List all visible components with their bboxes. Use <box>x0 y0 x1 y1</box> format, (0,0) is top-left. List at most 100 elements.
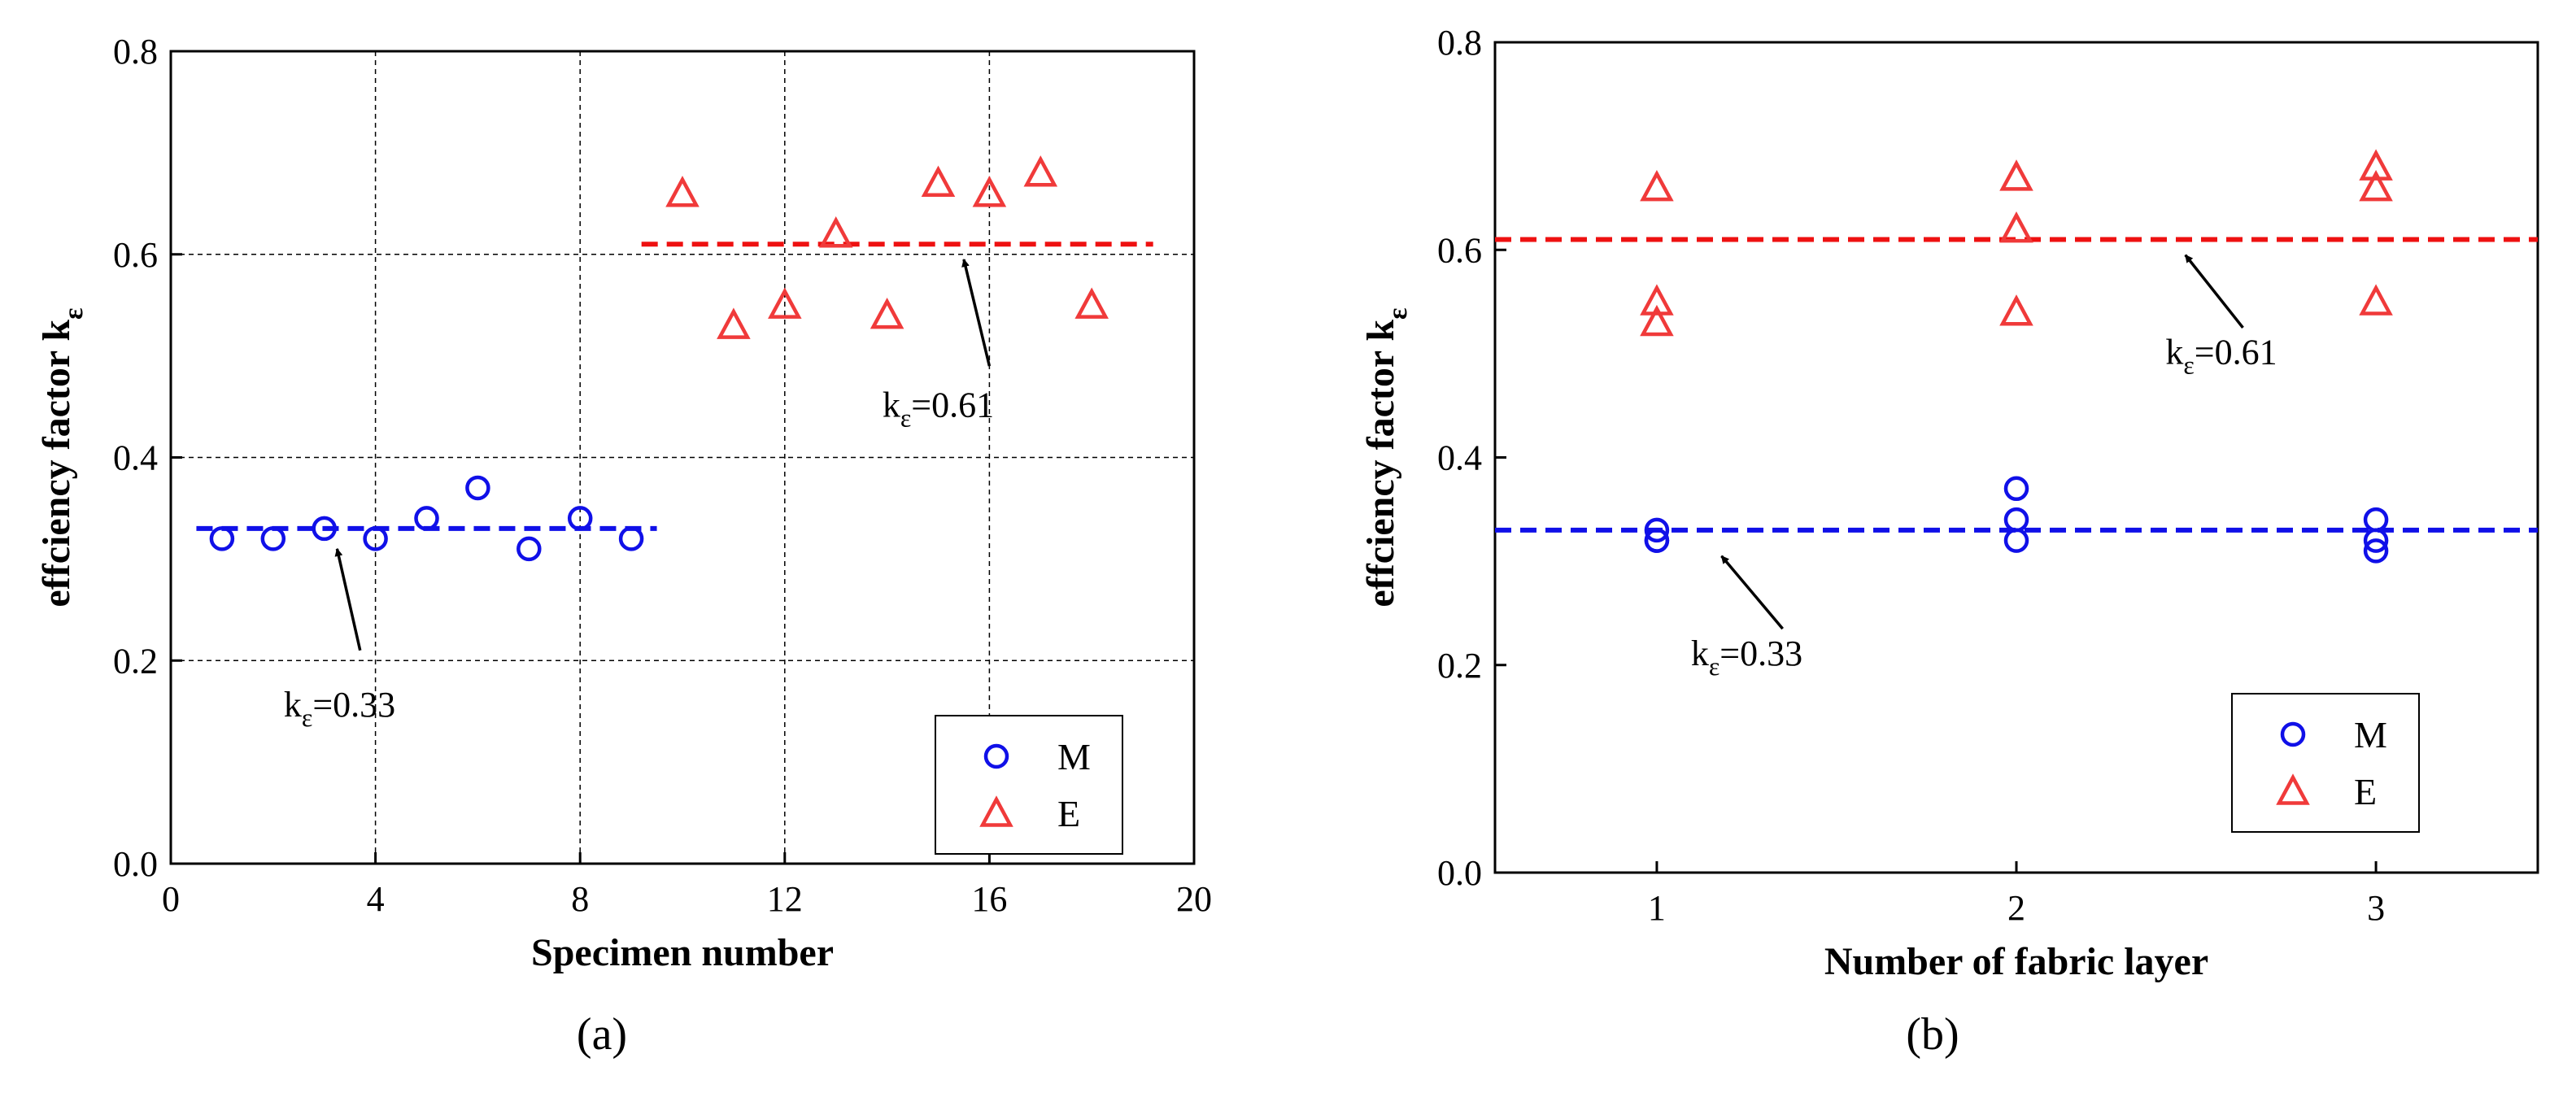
y-axis-title-subscript: ε <box>1383 307 1413 320</box>
data-point-M <box>517 536 542 562</box>
annotation-subscript: ε <box>302 703 312 732</box>
y-tick-label: 0.2 <box>113 641 158 681</box>
annotation-arrow <box>334 547 362 651</box>
y-tick-label: 0.0 <box>1437 853 1482 893</box>
legend-label-E: E <box>2354 771 2377 812</box>
data-point-E <box>2359 284 2393 316</box>
y-axis-title-main: effciency factor k <box>35 320 78 607</box>
data-point-E <box>717 307 751 339</box>
data-point-M <box>260 526 286 551</box>
y-axis-title-group: effciency factor kε <box>1359 307 1413 607</box>
data-point-E <box>1074 287 1109 319</box>
y-axis-title: effciency factor kε <box>35 307 89 607</box>
x-tick-label: 4 <box>367 879 385 919</box>
data-point-E <box>1999 211 2033 243</box>
annotation-label: kε=0.61 <box>883 385 994 433</box>
data-point-E <box>972 176 1007 207</box>
data-point-E <box>1640 284 1674 316</box>
y-tick-label: 0.6 <box>1437 230 1482 270</box>
panel-label: (a) <box>577 1009 627 1060</box>
legend-label-M: M <box>1057 736 1091 777</box>
annotation-value: =0.33 <box>1720 634 1802 673</box>
data-point-E <box>2359 149 2393 181</box>
annotation-arrow <box>961 259 992 367</box>
panel-label: (b) <box>1906 1009 1959 1060</box>
legend-marker-M <box>983 743 1009 769</box>
data-point-E <box>921 165 956 198</box>
data-point-E <box>870 297 904 329</box>
y-axis-title-main: effciency factor k <box>1359 320 1402 607</box>
data-point-E <box>1023 155 1058 187</box>
annotation-main: k <box>2165 333 2183 372</box>
y-tick-label: 0.4 <box>113 438 158 478</box>
y-axis-title-group: effciency factor kε <box>35 307 89 607</box>
data-point-M <box>414 506 439 531</box>
annotation-main: k <box>1691 634 1709 673</box>
x-tick-label: 2 <box>2007 888 2025 928</box>
legend-box <box>2231 693 2420 833</box>
legend-label-M: M <box>2354 714 2387 755</box>
chart-panel-b: 1 2 3 0.0 0.2 0.4 0.6 0.8 Number of fabric layer… <box>1359 23 2539 1060</box>
y-axis-title: effciency factor kε <box>1359 307 1413 607</box>
data-point-E <box>665 176 700 207</box>
annotation-subscript: ε <box>1709 651 1720 681</box>
legend: ME <box>935 715 1123 855</box>
legend: ME <box>2231 693 2420 833</box>
data-point-E <box>1999 159 2033 191</box>
data-point-M <box>567 506 593 531</box>
y-tick-label: 0.6 <box>113 235 158 275</box>
data-point-E <box>818 216 853 248</box>
data-point-M <box>618 526 644 551</box>
data-point-M <box>2003 528 2029 553</box>
annotation-arrow <box>1720 555 1784 630</box>
data-point-E <box>1640 169 1674 202</box>
data-point-M <box>209 526 235 551</box>
x-tick-label: 20 <box>1176 879 1212 919</box>
x-axis-title: Number of fabric layer <box>1824 940 2208 983</box>
annotation-value: =0.61 <box>911 385 994 425</box>
data-point-M <box>2363 528 2389 553</box>
annotation-value: =0.33 <box>312 685 395 725</box>
data-point-M <box>2363 538 2389 564</box>
y-tick-label: 0.0 <box>113 844 158 884</box>
x-tick-label: 8 <box>571 879 589 919</box>
data-point-M <box>2363 507 2389 533</box>
y-axis-title-subscript: ε <box>59 307 89 320</box>
x-tick-label: 1 <box>1648 888 1666 928</box>
data-point-M <box>465 475 490 501</box>
data-point-M <box>1644 517 1670 543</box>
annotation-arrow <box>2184 254 2244 329</box>
data-point-E <box>768 287 802 319</box>
annotation-label: kε=0.33 <box>284 685 395 732</box>
legend-marker-E <box>2276 773 2310 805</box>
chart-panel-a: 0 4 8 12 16 20 0.0 0.2 0.4 0.6 0.8 Specimen number e… <box>35 32 1212 1060</box>
annotation-label: kε=0.33 <box>1691 634 1802 681</box>
y-tick-label: 0.8 <box>113 32 158 72</box>
annotation-value: =0.61 <box>2195 333 2277 372</box>
legend-marker-M <box>2280 721 2306 747</box>
legend-marker-E <box>979 795 1013 827</box>
data-point-M <box>363 526 388 551</box>
x-axis-title: Specimen number <box>531 931 834 974</box>
annotation-main: k <box>883 385 900 425</box>
y-tick-label: 0.4 <box>1437 438 1482 478</box>
data-point-E <box>1999 294 2033 326</box>
annotation-subscript: ε <box>2183 351 2194 380</box>
annotation-subscript: ε <box>900 403 911 433</box>
legend-box <box>935 715 1123 855</box>
annotation-main: k <box>284 685 302 725</box>
x-tick-label: 16 <box>971 879 1007 919</box>
data-point-E <box>1640 304 1674 337</box>
legend-label-E: E <box>1057 793 1080 834</box>
data-point-M <box>1644 528 1670 553</box>
x-tick-label: 0 <box>162 879 180 919</box>
data-point-M <box>2003 507 2029 533</box>
data-point-E <box>2359 169 2393 202</box>
y-tick-label: 0.2 <box>1437 646 1482 686</box>
y-tick-label: 0.8 <box>1437 23 1482 63</box>
annotation-label: kε=0.61 <box>2165 333 2277 380</box>
data-point-M <box>2003 476 2029 502</box>
data-point-M <box>312 516 337 542</box>
x-tick-label: 3 <box>2367 888 2385 928</box>
